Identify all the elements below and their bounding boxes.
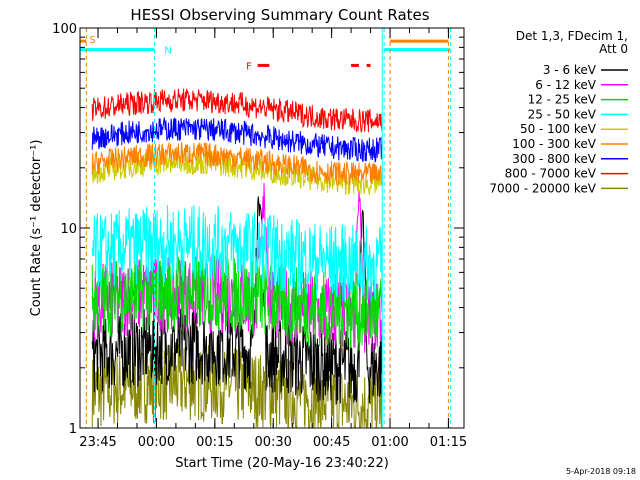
chart-title: HESSI Observing Summary Count Rates xyxy=(130,6,429,24)
x-axis-label: Start Time (20-May-16 23:40:22) xyxy=(175,456,389,471)
x-tick-label: 23:45 xyxy=(79,435,116,450)
legend-label: 25 - 50 keV xyxy=(528,107,597,121)
series-line-6 xyxy=(91,117,383,163)
y-axis-label: Count Rate (s⁻¹ detector⁻¹) xyxy=(29,140,44,317)
legend-label: 50 - 100 keV xyxy=(520,122,597,136)
legend-label: 800 - 7000 keV xyxy=(505,167,597,181)
x-tick-label: 01:15 xyxy=(430,435,467,450)
legend-label: 7000 - 20000 keV xyxy=(489,181,596,195)
legend-title-line1: Det 1,3, FDecim 1, xyxy=(516,29,628,43)
series-layer xyxy=(91,88,383,429)
footer-timestamp: 5-Apr-2018 09:18 xyxy=(566,467,636,476)
x-tick-label: 00:15 xyxy=(196,435,233,450)
annotation-f: F xyxy=(246,61,252,72)
x-tick-label: 00:45 xyxy=(313,435,350,450)
series-line-3 xyxy=(91,204,383,302)
legend-title-line2: Att 0 xyxy=(599,42,628,56)
x-tick-label: 00:00 xyxy=(138,435,175,450)
series-line-2 xyxy=(91,253,383,351)
series-line-7 xyxy=(91,88,383,133)
y-tick-label: 10 xyxy=(60,222,77,237)
y-tick-label: 1 xyxy=(69,422,77,437)
annotation-s: S xyxy=(89,35,95,46)
legend-label: 3 - 6 keV xyxy=(543,63,597,77)
annotation-n: N xyxy=(164,46,171,57)
legend-label: 12 - 25 keV xyxy=(528,93,597,107)
x-tick-label: 00:30 xyxy=(254,435,291,450)
legend-label: 100 - 300 keV xyxy=(512,137,596,151)
series-line-0 xyxy=(91,196,383,405)
x-tick-label: 01:00 xyxy=(371,435,408,450)
legend-label: 6 - 12 keV xyxy=(535,78,597,92)
series-line-4 xyxy=(91,150,383,196)
series-line-5 xyxy=(91,142,383,187)
axis-ticks: 23:45 00:00 00:15 00:30 00:45 01:00 01:15 1 10 10… xyxy=(52,22,467,450)
y-tick-label: 100 xyxy=(52,22,77,37)
legend-label: 300 - 800 keV xyxy=(512,152,596,166)
